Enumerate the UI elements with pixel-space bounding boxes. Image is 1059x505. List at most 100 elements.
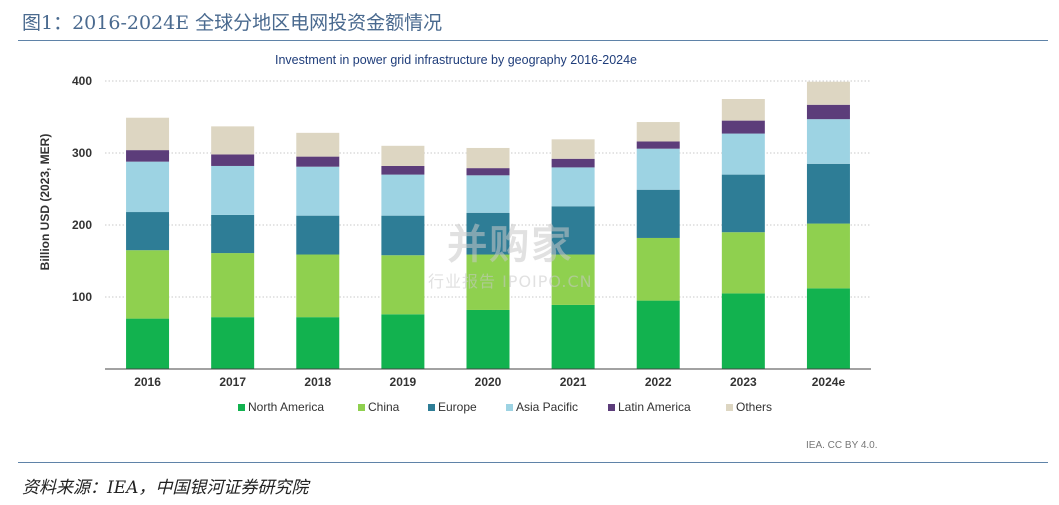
legend-label: China	[368, 400, 400, 414]
bar-stack	[296, 132, 340, 369]
legend-swatch	[506, 404, 513, 411]
legend-swatch	[608, 404, 615, 411]
bar-segment	[721, 293, 765, 369]
y-tick-label: 100	[72, 290, 92, 304]
x-tick-label: 2019	[390, 375, 417, 389]
y-axis-label: Billion USD (2023, MER)	[38, 134, 52, 271]
bar-segment	[806, 119, 850, 164]
x-tick-label: 2020	[475, 375, 502, 389]
bar-segment	[721, 232, 765, 294]
bar-segment	[636, 189, 680, 238]
chart-title: Investment in power grid infrastructure …	[275, 53, 637, 67]
legend-swatch	[726, 404, 733, 411]
bar-segment	[211, 317, 255, 369]
legend-label: Europe	[438, 400, 477, 414]
legend-swatch	[428, 404, 435, 411]
x-tick-label: 2024e	[812, 375, 846, 389]
x-tick-label: 2016	[134, 375, 161, 389]
bar-segment	[806, 223, 850, 289]
bar-stack	[806, 81, 850, 369]
top-divider	[18, 40, 1048, 41]
y-tick-label: 400	[72, 74, 92, 88]
bar-segment	[721, 174, 765, 233]
bar-segment	[721, 133, 765, 175]
legend: North America China Europe Asia Pacific Lati…	[238, 400, 772, 414]
bar-stack	[211, 126, 255, 369]
bar-stacks	[126, 81, 850, 369]
bar-segment	[636, 237, 680, 301]
bar-segment	[211, 214, 255, 254]
bottom-divider	[18, 462, 1048, 463]
bar-segment	[636, 141, 680, 149]
bar-segment	[806, 81, 850, 105]
bar-segment	[296, 166, 340, 216]
bar-segment	[296, 156, 340, 167]
bar-segment	[126, 318, 170, 369]
bar-segment	[806, 163, 850, 224]
legend-swatch	[358, 404, 365, 411]
x-tick-label: 2017	[219, 375, 246, 389]
y-tick-labels: 100 200 300 400	[72, 74, 92, 304]
bar-segment	[381, 145, 425, 166]
bar-segment	[381, 165, 425, 175]
x-tick-label: 2022	[645, 375, 672, 389]
bar-segment	[636, 300, 680, 369]
stacked-bar-chart: Investment in power grid infrastructure …	[38, 53, 871, 414]
chart-credit: IEA. CC BY 4.0.	[806, 440, 878, 451]
x-tick-label: 2021	[560, 375, 587, 389]
bar-segment	[551, 139, 595, 159]
bar-segment	[466, 175, 510, 213]
legend-item: Asia Pacific	[506, 400, 578, 414]
bar-segment	[466, 212, 510, 255]
legend-item: Europe	[428, 400, 477, 414]
bar-segment	[636, 122, 680, 142]
legend-item: North America	[238, 400, 324, 414]
bar-segment	[211, 253, 255, 318]
bar-segment	[296, 254, 340, 318]
bar-segment	[466, 147, 510, 169]
bar-segment	[126, 250, 170, 319]
x-tick-label: 2023	[730, 375, 757, 389]
bar-segment	[806, 288, 850, 369]
bar-segment	[296, 132, 340, 157]
bar-segment	[126, 161, 170, 213]
figure-title: 图1：2016-2024E 全球分地区电网投资金额情况	[22, 12, 443, 34]
bar-segment	[551, 206, 595, 255]
bar-segment	[211, 154, 255, 166]
bar-segment	[466, 309, 510, 369]
legend-item: Others	[726, 400, 772, 414]
bar-stack	[466, 147, 510, 369]
bar-segment	[211, 165, 255, 215]
bar-segment	[466, 168, 510, 176]
bar-segment	[211, 126, 255, 155]
bar-segment	[381, 314, 425, 369]
bar-segment	[126, 117, 170, 151]
legend-item: Latin America	[608, 400, 691, 414]
bar-segment	[551, 254, 595, 305]
bar-segment	[381, 255, 425, 315]
bar-stack	[721, 99, 765, 369]
bar-segment	[721, 120, 765, 134]
x-tick-label: 2018	[304, 375, 331, 389]
bar-segment	[806, 104, 850, 120]
bar-stack	[551, 139, 595, 369]
x-tick-labels: 2016 2017 2018 2019 2020 2021 2022 2023 2024e	[134, 375, 845, 389]
bar-segment	[636, 148, 680, 190]
bar-segment	[721, 99, 765, 121]
legend-label: Others	[736, 400, 772, 414]
bar-segment	[296, 317, 340, 369]
legend-item: China	[358, 400, 400, 414]
legend-label: Latin America	[618, 400, 691, 414]
bar-segment	[126, 212, 170, 251]
source-note: 资料来源：IEA，中国银河证券研究院	[22, 478, 309, 498]
bar-segment	[381, 215, 425, 256]
y-tick-label: 300	[72, 146, 92, 160]
bar-segment	[551, 158, 595, 168]
legend-swatch	[238, 404, 245, 411]
y-tick-label: 200	[72, 218, 92, 232]
bar-segment	[296, 215, 340, 255]
bar-stack	[126, 117, 170, 369]
bar-segment	[551, 304, 595, 369]
bar-stack	[636, 122, 680, 369]
legend-label: North America	[248, 400, 324, 414]
